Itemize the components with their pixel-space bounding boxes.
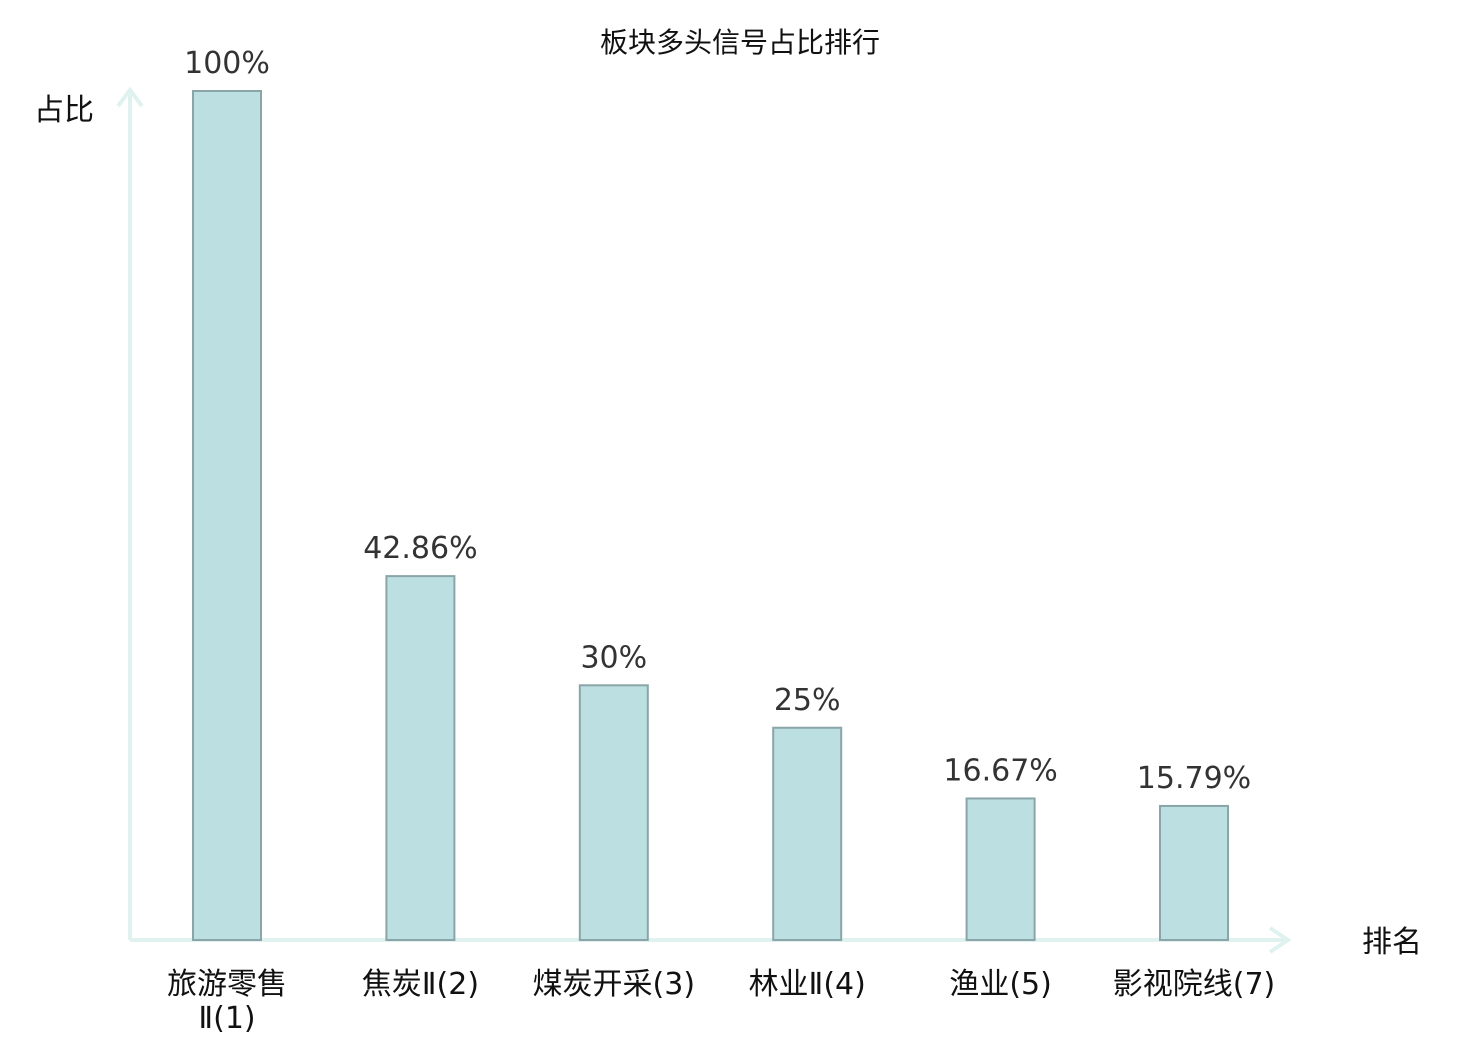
value-label-2: 42.86%	[363, 531, 477, 566]
value-label-3: 30%	[580, 640, 647, 675]
bar-5	[965, 797, 1036, 941]
category-label-1-line-2: Ⅱ(1)	[198, 1001, 255, 1036]
value-label-4: 25%	[774, 683, 841, 718]
value-label-6: 15.79%	[1137, 761, 1251, 796]
category-label-2: 焦炭Ⅱ(2)	[362, 967, 479, 1002]
category-label-6: 影视院线(7)	[1113, 967, 1276, 1002]
value-label-5: 16.67%	[943, 753, 1057, 788]
category-label-3: 煤炭开采(3)	[533, 967, 696, 1002]
bar-2	[385, 575, 456, 941]
bar-1	[192, 90, 262, 941]
bar-6	[1159, 804, 1229, 941]
bar-3	[578, 684, 649, 941]
category-label-5: 渔业(5)	[949, 967, 1052, 1002]
value-labels-group: 100% 42.86% 30% 25% 16.67% 15.79%	[184, 46, 1251, 796]
chart-title: 板块多头信号占比排行	[600, 26, 880, 59]
y-axis	[116, 86, 144, 940]
x-axis-label: 排名	[1362, 925, 1422, 960]
bar-4	[772, 726, 843, 941]
x-axis	[130, 926, 1292, 954]
value-label-1: 100%	[184, 46, 270, 81]
bars-group	[192, 90, 1229, 941]
category-label-1-line-1: 旅游零售	[167, 967, 287, 1002]
y-axis-label: 占比	[34, 93, 94, 128]
category-label-4: 林业Ⅱ(4)	[749, 967, 866, 1002]
